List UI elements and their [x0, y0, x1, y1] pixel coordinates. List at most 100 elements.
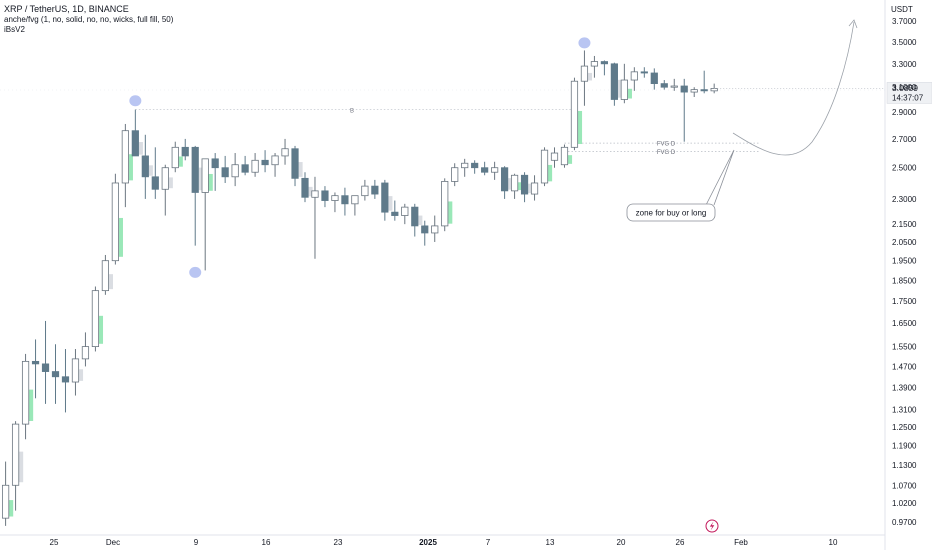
- candle-body: [700, 89, 708, 92]
- shadow-bar: [587, 72, 593, 81]
- candle-body: [141, 155, 149, 178]
- candle-body: [650, 72, 658, 85]
- candle-body: [411, 206, 419, 227]
- candle-body: [241, 164, 249, 173]
- candle-body: [481, 167, 489, 173]
- indicator-ibs: iBsV2: [4, 25, 25, 34]
- candle-body: [121, 130, 129, 184]
- marker-dot: [578, 37, 591, 49]
- candles[interactable]: [1, 50, 718, 526]
- price-tick-label: 2.7000: [892, 135, 917, 144]
- marker-dot: [189, 266, 202, 278]
- shadow-bar: [577, 110, 583, 145]
- candle-body: [540, 149, 549, 184]
- shadow-bar: [98, 315, 104, 344]
- candle-body: [391, 211, 399, 216]
- shadow-bar: [18, 451, 24, 483]
- date-tick-label: 10: [829, 538, 838, 547]
- shadow-bar: [418, 215, 423, 225]
- candle-body: [211, 158, 219, 169]
- candle-body: [620, 79, 628, 100]
- price-tick-label: 1.1900: [892, 442, 917, 451]
- price-tick-label: 1.4700: [892, 362, 917, 371]
- fvg-label: FVG D: [657, 150, 676, 156]
- shadow-bar: [108, 274, 113, 290]
- candle-body: [670, 85, 678, 88]
- candle-body: [461, 162, 469, 169]
- date-tick-label: 7: [486, 538, 491, 547]
- price-tick-label: 0.9700: [892, 518, 917, 527]
- price-tick-label: 2.1500: [892, 220, 917, 229]
- shadow-bars: [9, 72, 632, 517]
- shadow-bar: [9, 500, 14, 517]
- candle-body: [361, 185, 369, 197]
- shadow-bar: [28, 389, 34, 421]
- price-badge-value: 3.0859: [892, 83, 918, 93]
- candle-body: [21, 360, 30, 425]
- candle-body: [570, 80, 579, 148]
- candle-body: [491, 167, 499, 173]
- candle-body: [431, 225, 439, 234]
- price-tick-label: 2.0500: [892, 238, 917, 247]
- price-tick-label: 1.3100: [892, 406, 917, 415]
- zone-label: zone for buy or long: [636, 209, 707, 218]
- date-tick-label: Dec: [106, 538, 120, 547]
- candle-body: [271, 155, 279, 166]
- candle-body: [311, 190, 319, 198]
- candle-body: [51, 371, 60, 378]
- candle-body: [71, 358, 80, 383]
- price-tick-label: 3.7000: [892, 17, 917, 26]
- candle-body: [251, 159, 259, 173]
- price-tick-label: 1.8500: [892, 276, 917, 285]
- price-tick-label: 3.5000: [892, 38, 917, 47]
- shadow-bar: [547, 164, 553, 182]
- price-badge-countdown: 14:37:07: [892, 93, 924, 102]
- shadow-bar: [78, 369, 84, 381]
- symbol-title: XRP / TetherUS, 1D, BINANCE: [4, 4, 129, 14]
- marker-dot: [129, 95, 142, 107]
- price-tick-label: 3.1000: [892, 83, 917, 92]
- price-tick-label: 2.3000: [892, 195, 917, 204]
- candle-body: [640, 71, 648, 74]
- candle-body: [281, 148, 289, 157]
- candle-body: [151, 176, 159, 190]
- shadow-bar: [448, 201, 453, 224]
- shadow-bar: [138, 142, 143, 155]
- candle-body: [331, 195, 339, 201]
- candle-body: [660, 83, 668, 88]
- fvg-label: FVG D: [657, 142, 676, 148]
- candle-body: [91, 290, 100, 347]
- price-tick-label: 1.3900: [892, 383, 917, 392]
- shadow-bar: [298, 162, 303, 177]
- date-tick-label: 16: [262, 538, 271, 547]
- level-label-b: B: [350, 109, 354, 115]
- date-tick-label: Feb: [734, 538, 748, 547]
- price-tick-label: 3.3000: [892, 60, 917, 69]
- date-tick-label: 2025: [419, 538, 437, 547]
- candle-body: [600, 61, 609, 65]
- candle-body: [451, 167, 459, 182]
- callout-pointer: [705, 149, 735, 206]
- shadow-bar: [617, 79, 622, 98]
- levels: B FVG D FVG D: [0, 89, 885, 156]
- candle-body: [530, 182, 539, 195]
- price-tick-label: 1.9500: [892, 257, 917, 266]
- price-tick-label: 1.7500: [892, 297, 917, 306]
- candle-body: [191, 146, 199, 193]
- date-tick-label: 26: [676, 538, 685, 547]
- callout-box: [626, 203, 716, 222]
- date-tick-label: 13: [546, 538, 555, 547]
- price-tick-label: 1.0200: [892, 499, 917, 508]
- shadow-bar: [517, 182, 523, 191]
- candle-body: [111, 182, 119, 262]
- date-tick-label: 20: [617, 538, 626, 547]
- price-tick-label: 2.9000: [892, 108, 917, 117]
- lightning-icon-bolt: [709, 521, 715, 531]
- shadow-bar: [168, 177, 173, 189]
- price-badge: [886, 82, 932, 104]
- shadow-bar: [627, 88, 632, 99]
- candle-body: [11, 423, 20, 486]
